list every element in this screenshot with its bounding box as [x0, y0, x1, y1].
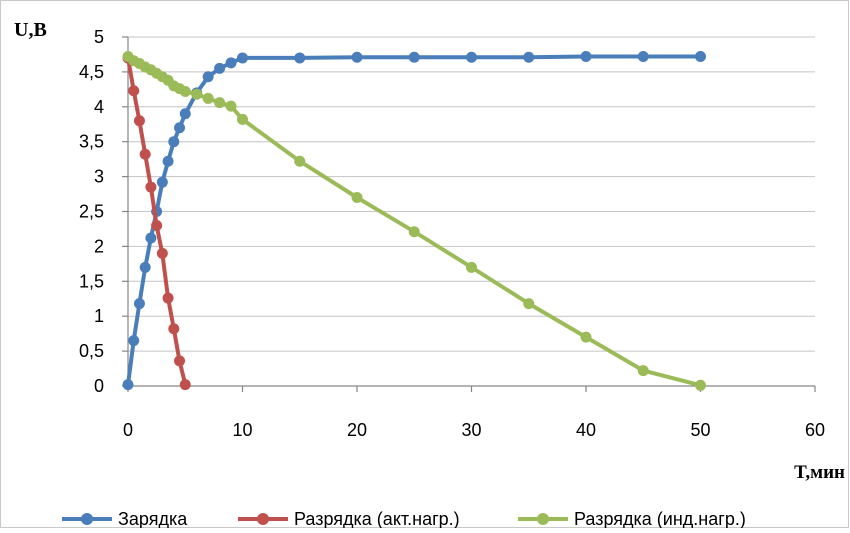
data-point: [237, 52, 248, 64]
data-point: [174, 122, 186, 134]
data-point: [179, 379, 191, 391]
data-point: [466, 51, 477, 63]
legend-item: Разрядка (инд.нагр.): [518, 509, 746, 529]
data-point: [695, 51, 706, 63]
data-point: [139, 261, 151, 273]
legend-label: Зарядка: [118, 509, 188, 528]
data-point: [523, 298, 535, 310]
series-1: [122, 51, 706, 391]
data-point: [168, 136, 180, 148]
data-point: [523, 51, 535, 63]
legend-item: Зарядка: [62, 509, 188, 529]
y-tick-label: 0: [94, 376, 104, 396]
data-point: [145, 232, 157, 244]
data-point: [174, 355, 186, 367]
tick-labels: 00,511,522,533,544,550 10 20 30 40 50 60: [79, 27, 825, 440]
data-point: [162, 155, 174, 167]
y-tick-label: 4,5: [79, 62, 104, 82]
legend: Зарядка Разрядка (акт.нагр.) Разрядка (инд…: [62, 509, 746, 529]
data-point: [637, 51, 649, 63]
legend-swatch-marker: [81, 513, 93, 525]
y-tick-label: 3,5: [79, 132, 104, 152]
data-point: [637, 365, 649, 377]
data-point: [145, 181, 157, 193]
x-tick-label: 0: [123, 420, 133, 440]
x-tick-label: 30: [461, 420, 481, 440]
data-point: [225, 57, 237, 69]
y-tick-label: 0,5: [79, 341, 104, 361]
data-point: [202, 92, 214, 104]
x-tick-label: 40: [576, 420, 596, 440]
data-point: [351, 51, 363, 63]
y-tick-label: 3: [94, 167, 104, 187]
data-point: [128, 335, 140, 347]
legend-swatch-marker: [537, 513, 549, 525]
series-3: [122, 51, 706, 391]
data-point: [133, 115, 145, 127]
y-tick-label: 5: [94, 27, 104, 47]
x-tick-label: 60: [805, 420, 825, 440]
data-point: [156, 176, 168, 188]
data-point: [151, 219, 163, 231]
y-tick-label: 4: [94, 97, 104, 117]
series-2: [122, 52, 191, 391]
data-point: [133, 298, 145, 310]
data-point: [214, 62, 226, 74]
y-tick-label: 1: [94, 306, 104, 326]
data-point: [122, 379, 134, 391]
data-point: [408, 226, 420, 238]
data-point: [128, 85, 140, 97]
data-point: [168, 323, 180, 335]
gridlines: [128, 36, 815, 352]
data-point: [466, 261, 477, 273]
data-point: [179, 85, 191, 97]
series-lines: [122, 51, 706, 391]
data-point: [179, 108, 191, 120]
data-point: [580, 51, 592, 63]
legend-swatch-marker: [257, 513, 269, 525]
x-axis-label: T,мин: [794, 462, 845, 483]
data-point: [191, 88, 203, 100]
data-point: [162, 292, 174, 304]
data-point: [214, 97, 226, 109]
y-tick-label: 2: [94, 236, 104, 256]
y-tick-label: 1,5: [79, 271, 104, 291]
x-tick-label: 10: [232, 420, 252, 440]
y-tick-label: 2,5: [79, 202, 104, 222]
data-point: [695, 379, 706, 391]
data-point: [202, 71, 214, 83]
data-point: [237, 113, 248, 125]
data-point: [156, 247, 168, 259]
x-tick-label: 50: [690, 420, 710, 440]
data-point: [225, 100, 237, 112]
data-point: [580, 331, 592, 343]
legend-label: Разрядка (инд.нагр.): [574, 509, 746, 528]
data-point: [294, 155, 306, 167]
legend-item: Разрядка (акт.нагр.): [238, 509, 460, 529]
data-point: [408, 51, 420, 63]
data-point: [294, 52, 306, 64]
y-axis-label: U,В: [14, 19, 47, 41]
x-tick-label: 20: [347, 420, 367, 440]
data-point: [351, 192, 363, 204]
legend-label: Разрядка (акт.нагр.): [294, 509, 460, 528]
data-point: [139, 148, 151, 160]
